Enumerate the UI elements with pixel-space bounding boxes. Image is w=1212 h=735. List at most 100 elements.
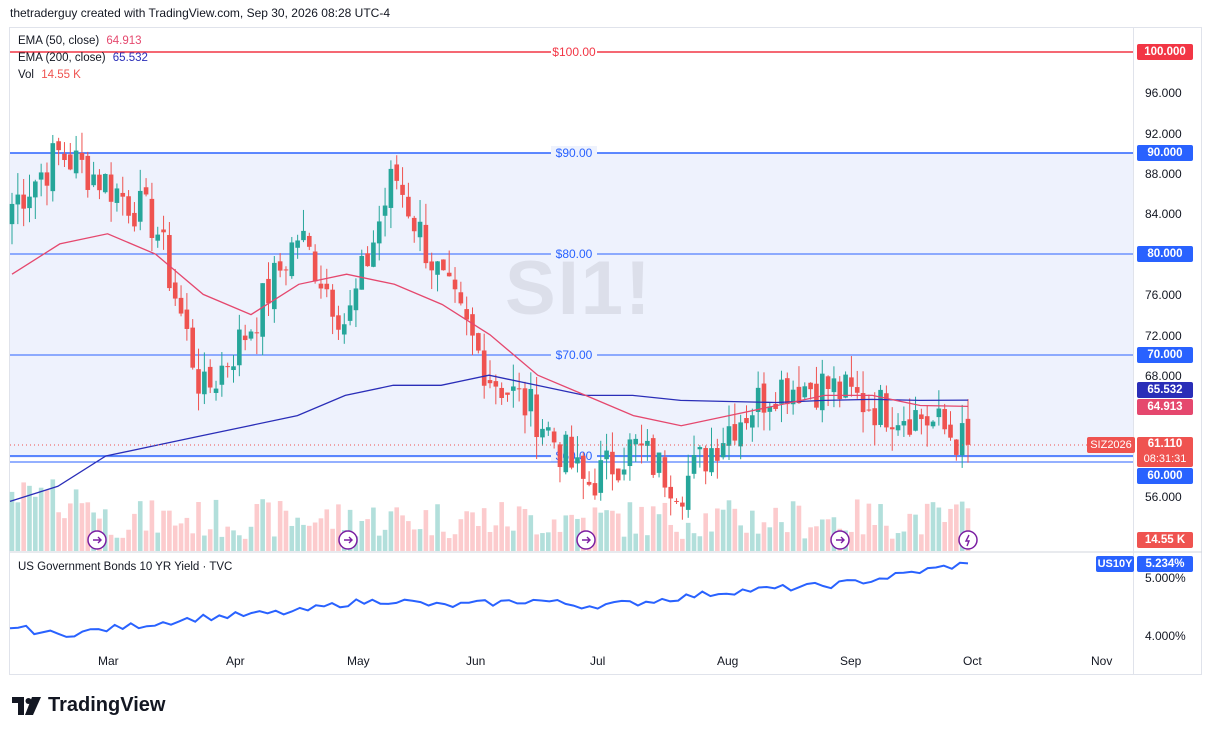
candle[interactable] bbox=[470, 314, 475, 336]
candle[interactable] bbox=[306, 235, 312, 247]
candle[interactable] bbox=[662, 457, 668, 488]
candle[interactable] bbox=[406, 196, 411, 217]
candle[interactable] bbox=[9, 203, 15, 225]
candle[interactable] bbox=[965, 418, 971, 445]
candle[interactable] bbox=[143, 187, 149, 195]
candle[interactable] bbox=[592, 483, 598, 496]
candle[interactable] bbox=[755, 387, 761, 412]
candle[interactable] bbox=[50, 143, 56, 192]
candle[interactable] bbox=[505, 392, 510, 395]
candle[interactable] bbox=[954, 439, 959, 455]
candle[interactable] bbox=[563, 434, 569, 473]
yield-pane-title[interactable]: US Government Bonds 10 YR Yield · TVC bbox=[18, 561, 233, 573]
candle[interactable] bbox=[441, 259, 446, 271]
candle[interactable] bbox=[487, 380, 493, 384]
candle[interactable] bbox=[586, 481, 592, 485]
candle[interactable] bbox=[889, 427, 895, 430]
candle[interactable] bbox=[715, 448, 720, 461]
candle[interactable] bbox=[831, 378, 837, 393]
hline-badge-60[interactable]: 60.000 bbox=[1137, 468, 1193, 484]
candle[interactable] bbox=[493, 381, 499, 387]
candle[interactable] bbox=[779, 379, 784, 404]
candle[interactable] bbox=[819, 373, 825, 411]
candle[interactable] bbox=[225, 366, 230, 368]
candle[interactable] bbox=[330, 289, 335, 317]
candle[interactable] bbox=[202, 371, 207, 395]
candle[interactable] bbox=[341, 324, 347, 335]
candle[interactable] bbox=[843, 374, 848, 398]
candle[interactable] bbox=[155, 234, 161, 241]
candle[interactable] bbox=[452, 279, 458, 290]
candle[interactable] bbox=[44, 172, 50, 186]
candle[interactable] bbox=[108, 174, 114, 202]
candle[interactable] bbox=[738, 422, 743, 447]
candle[interactable] bbox=[511, 386, 516, 391]
candle[interactable] bbox=[750, 415, 755, 428]
candle[interactable] bbox=[417, 221, 423, 238]
candle[interactable] bbox=[85, 155, 91, 190]
candle[interactable] bbox=[878, 389, 883, 425]
candle[interactable] bbox=[557, 444, 563, 468]
candle[interactable] bbox=[610, 451, 615, 475]
candle[interactable] bbox=[645, 440, 650, 446]
candle[interactable] bbox=[219, 365, 225, 385]
candle[interactable] bbox=[895, 425, 901, 431]
candle[interactable] bbox=[796, 386, 802, 404]
candle[interactable] bbox=[301, 230, 306, 241]
candle[interactable] bbox=[481, 350, 487, 386]
candle[interactable] bbox=[784, 378, 790, 405]
candle[interactable] bbox=[38, 172, 44, 180]
candle[interactable] bbox=[429, 261, 435, 271]
candle[interactable] bbox=[854, 387, 860, 393]
candle[interactable] bbox=[260, 283, 265, 337]
candle[interactable] bbox=[295, 240, 300, 248]
candle[interactable] bbox=[178, 297, 184, 314]
candle[interactable] bbox=[172, 282, 178, 299]
candle[interactable] bbox=[569, 436, 574, 468]
candle[interactable] bbox=[161, 229, 166, 233]
candle[interactable] bbox=[33, 181, 38, 198]
candle[interactable] bbox=[674, 500, 679, 502]
candle[interactable] bbox=[347, 305, 353, 321]
candle[interactable] bbox=[907, 419, 913, 435]
candle[interactable] bbox=[575, 457, 580, 464]
candle[interactable] bbox=[21, 194, 26, 209]
candle[interactable] bbox=[633, 438, 639, 445]
candle[interactable] bbox=[126, 196, 131, 216]
candle[interactable] bbox=[604, 450, 609, 460]
candle[interactable] bbox=[621, 469, 627, 475]
candle[interactable] bbox=[423, 224, 429, 264]
hline-badge-90[interactable]: 90.000 bbox=[1137, 145, 1193, 161]
candle[interactable] bbox=[231, 366, 236, 371]
candle[interactable] bbox=[814, 383, 819, 408]
candle[interactable] bbox=[680, 502, 685, 507]
candle[interactable] bbox=[615, 468, 621, 481]
candle[interactable] bbox=[365, 253, 370, 267]
candle[interactable] bbox=[190, 327, 196, 368]
legend-ema200[interactable]: EMA (200, close) 65.532 bbox=[18, 52, 148, 64]
candle[interactable] bbox=[522, 388, 528, 416]
candle[interactable] bbox=[668, 486, 674, 499]
candle[interactable] bbox=[27, 196, 32, 209]
candle[interactable] bbox=[773, 403, 778, 409]
candle[interactable] bbox=[277, 261, 283, 271]
candle[interactable] bbox=[435, 261, 440, 275]
candle[interactable] bbox=[91, 174, 96, 186]
candle[interactable] bbox=[458, 292, 464, 304]
candle[interactable] bbox=[499, 387, 504, 398]
candle[interactable] bbox=[476, 333, 481, 351]
candle[interactable] bbox=[790, 389, 796, 405]
candle[interactable] bbox=[254, 332, 260, 334]
candle[interactable] bbox=[102, 174, 108, 193]
candle[interactable] bbox=[516, 388, 522, 390]
candle[interactable] bbox=[860, 393, 866, 413]
candle[interactable] bbox=[825, 376, 831, 389]
candle[interactable] bbox=[376, 221, 382, 244]
legend-volume[interactable]: Vol 14.55 K bbox=[18, 69, 81, 81]
upcoming-event-icon[interactable] bbox=[958, 530, 978, 550]
candle[interactable] bbox=[545, 427, 551, 431]
candle[interactable] bbox=[697, 447, 703, 450]
candle[interactable] bbox=[551, 431, 557, 443]
candle[interactable] bbox=[213, 388, 219, 393]
candle[interactable] bbox=[534, 394, 539, 438]
